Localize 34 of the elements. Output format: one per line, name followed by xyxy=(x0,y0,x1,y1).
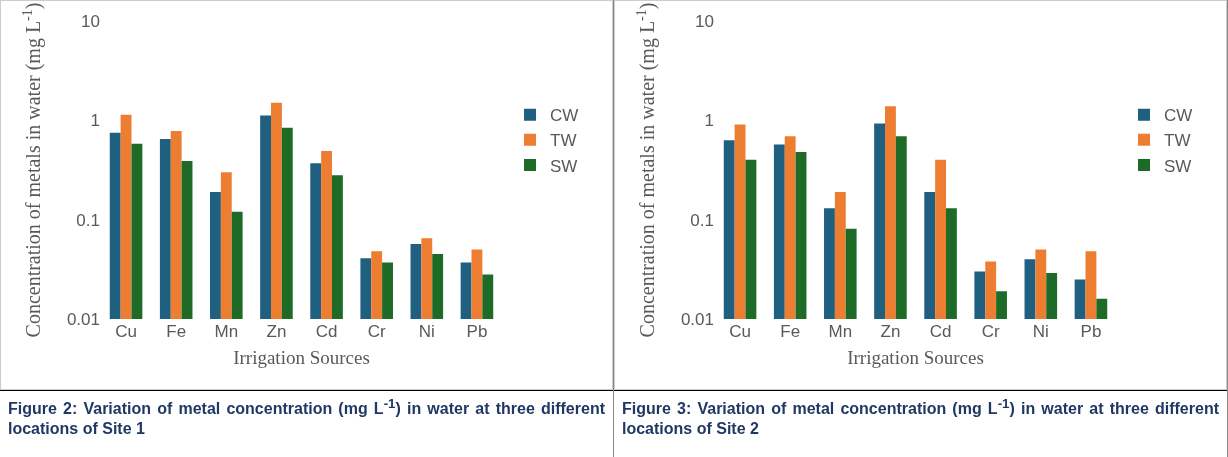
x-tick-label: Ni xyxy=(418,322,435,341)
y-tick-label: 0.01 xyxy=(680,309,714,329)
y-tick-label: 0.01 xyxy=(66,309,100,329)
x-tick-label: Cu xyxy=(115,322,137,341)
x-axis-title: Irrigation Sources xyxy=(847,346,984,368)
x-tick-label: Cd xyxy=(929,322,952,341)
y-tick-label: 10 xyxy=(695,11,714,31)
x-tick-label: Pb xyxy=(466,322,488,341)
x-tick-label: Pb xyxy=(1080,322,1102,341)
y-tick-label: 0.1 xyxy=(690,210,714,230)
x-tick-label: Zn xyxy=(266,322,287,341)
y-tick-label: 10 xyxy=(81,11,100,31)
x-tick-label: Cr xyxy=(981,322,1000,341)
x-tick-label: Fe xyxy=(780,322,801,341)
legend-label: TW xyxy=(1164,131,1191,151)
legend-label: SW xyxy=(1164,156,1192,176)
x-tick-label: Mn xyxy=(828,322,853,341)
x-tick-label: Zn xyxy=(880,322,901,341)
x-tick-label: Fe xyxy=(166,322,187,341)
legend-label: CW xyxy=(1164,106,1193,126)
x-tick-label: Cu xyxy=(729,322,751,341)
legend-label: CW xyxy=(550,106,579,126)
text: Figure 3: Variation of metal concentration (mg L$^{-1}$) in water at three different locations of Site 2 xyxy=(622,396,1219,438)
legend-label: SW xyxy=(550,156,578,176)
x-axis-title: Irrigation Sources xyxy=(233,346,370,368)
y-tick-label: 1 xyxy=(704,111,714,131)
y-tick-label: 1 xyxy=(90,111,100,131)
x-tick-label: Cd xyxy=(315,322,338,341)
text: Figure 2: Variation of metal concentration (mg L$^{-1}$) in water at three different locations of Site 1 xyxy=(8,396,605,438)
x-tick-label: Mn xyxy=(214,322,239,341)
x-tick-label: Ni xyxy=(1032,322,1049,341)
y-tick-label: 0.1 xyxy=(76,210,100,230)
x-tick-label: Cr xyxy=(367,322,386,341)
legend-label: TW xyxy=(550,131,577,151)
